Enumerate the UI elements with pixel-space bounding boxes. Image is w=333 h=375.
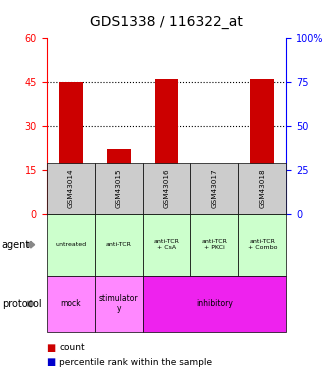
Text: anti-TCR: anti-TCR <box>106 242 132 247</box>
Text: ■: ■ <box>47 357 56 367</box>
Text: ■: ■ <box>47 343 56 353</box>
Text: stimulator
y: stimulator y <box>99 294 138 314</box>
Text: GSM43014: GSM43014 <box>68 169 74 208</box>
Text: inhibitory: inhibitory <box>196 299 233 308</box>
Text: GSM43016: GSM43016 <box>164 169 169 208</box>
Text: mock: mock <box>60 299 81 308</box>
Text: GSM43017: GSM43017 <box>211 169 217 208</box>
Text: GSM43015: GSM43015 <box>116 169 122 208</box>
Text: protocol: protocol <box>2 299 41 309</box>
Bar <box>59 82 83 214</box>
Text: GDS1338 / 116322_at: GDS1338 / 116322_at <box>90 15 243 29</box>
Text: percentile rank within the sample: percentile rank within the sample <box>59 358 212 367</box>
Text: anti-TCR
+ Combo: anti-TCR + Combo <box>248 239 277 250</box>
Bar <box>250 79 274 214</box>
Bar <box>107 149 131 214</box>
Bar <box>202 164 226 214</box>
Text: agent: agent <box>2 240 30 250</box>
Text: count: count <box>59 344 85 352</box>
Text: untreated: untreated <box>55 242 86 247</box>
Bar <box>155 79 178 214</box>
Text: anti-TCR
+ CsA: anti-TCR + CsA <box>154 239 179 250</box>
Text: anti-TCR
+ PKCi: anti-TCR + PKCi <box>201 239 227 250</box>
Text: GSM43018: GSM43018 <box>259 169 265 208</box>
